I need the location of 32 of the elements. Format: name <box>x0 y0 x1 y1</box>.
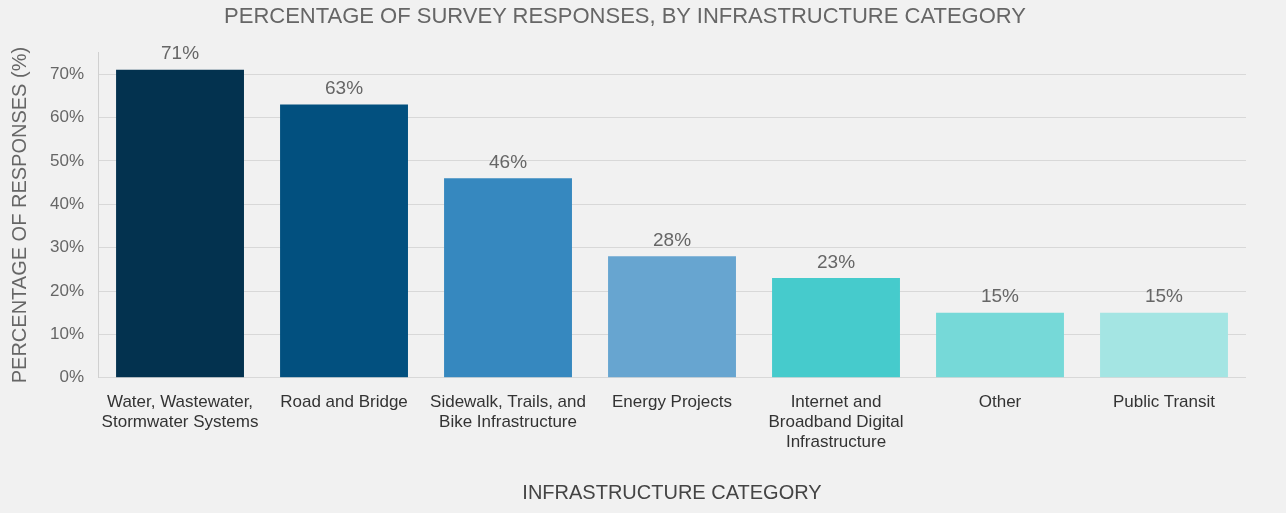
y-tick-label: 70% <box>49 63 85 83</box>
x-tick-label: Sidewalk, Trails, and Bike Infrastructure <box>430 391 586 432</box>
x-axis-title: INFRASTRUCTURE CATEGORY <box>522 480 822 503</box>
data-label: 15% <box>1144 285 1184 307</box>
bar <box>608 256 736 378</box>
x-tick-label: Water, Wastewater, Stormwater Systems <box>101 391 259 432</box>
data-label: 71% <box>161 42 200 64</box>
data-label: 28% <box>653 229 692 251</box>
bar <box>444 178 572 378</box>
bar <box>1100 312 1228 378</box>
y-tick-label: 20% <box>49 280 85 300</box>
x-tick-label: Other <box>978 391 1022 411</box>
data-label: 23% <box>816 250 856 272</box>
y-tick-label: 50% <box>49 150 85 170</box>
y-tick-label: 60% <box>49 107 85 127</box>
x-tick-label: Road and Bridge <box>280 391 408 411</box>
data-label: 15% <box>980 285 1020 307</box>
y-tick-label: 30% <box>49 237 85 257</box>
data-label: 46% <box>489 150 528 172</box>
chart-title: PERCENTAGE OF SURVEY RESPONSES, BY INFRASTRUCTURE CATEGORY <box>224 3 1027 29</box>
data-label: 63% <box>325 77 364 99</box>
y-tick-label: 10% <box>49 324 85 344</box>
bar <box>772 278 900 378</box>
x-tick-label: Internet and Broadband Digital Infrastructure <box>768 391 904 452</box>
y-axis-title: PERCENTAGE OF RESPONSES (%) <box>7 46 30 384</box>
bar <box>280 104 408 378</box>
x-tick-label: Public Transit <box>1112 391 1216 411</box>
bar <box>116 69 244 378</box>
x-tick-label: Energy Projects <box>612 391 733 411</box>
bar <box>936 312 1064 378</box>
y-tick-label: 40% <box>49 193 85 213</box>
y-tick-label: 0% <box>59 367 85 387</box>
